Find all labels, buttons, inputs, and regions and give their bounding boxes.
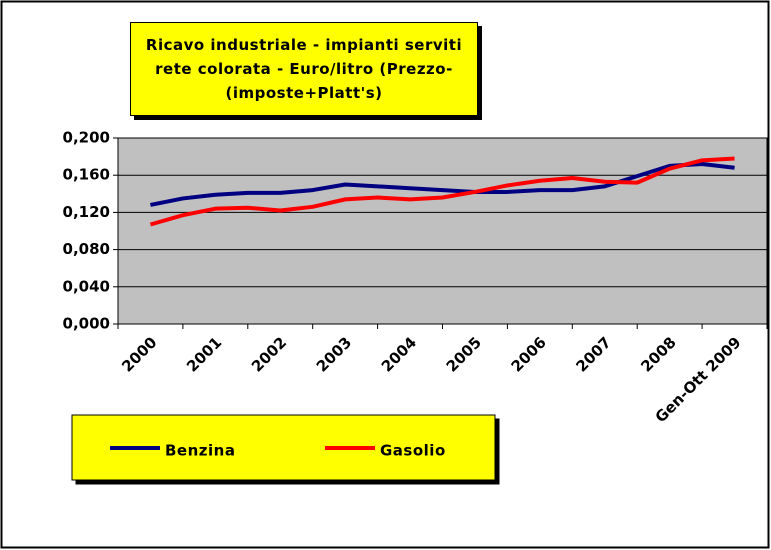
legend-label: Gasolio: [380, 442, 446, 460]
y-tick-label: 0,040: [63, 277, 110, 295]
y-tick-label: 0,080: [63, 240, 110, 258]
y-tick-label: 0,120: [63, 203, 110, 221]
legend-label: Benzina: [165, 442, 235, 460]
y-tick-label: 0,160: [63, 166, 110, 184]
series-line: [150, 162, 735, 207]
chart-title: Ricavo industriale - impianti serviti re…: [130, 22, 478, 116]
y-tick-label: 0,200: [63, 129, 110, 147]
series-line: [149, 156, 735, 227]
y-tick-label: 0,000: [63, 315, 110, 333]
